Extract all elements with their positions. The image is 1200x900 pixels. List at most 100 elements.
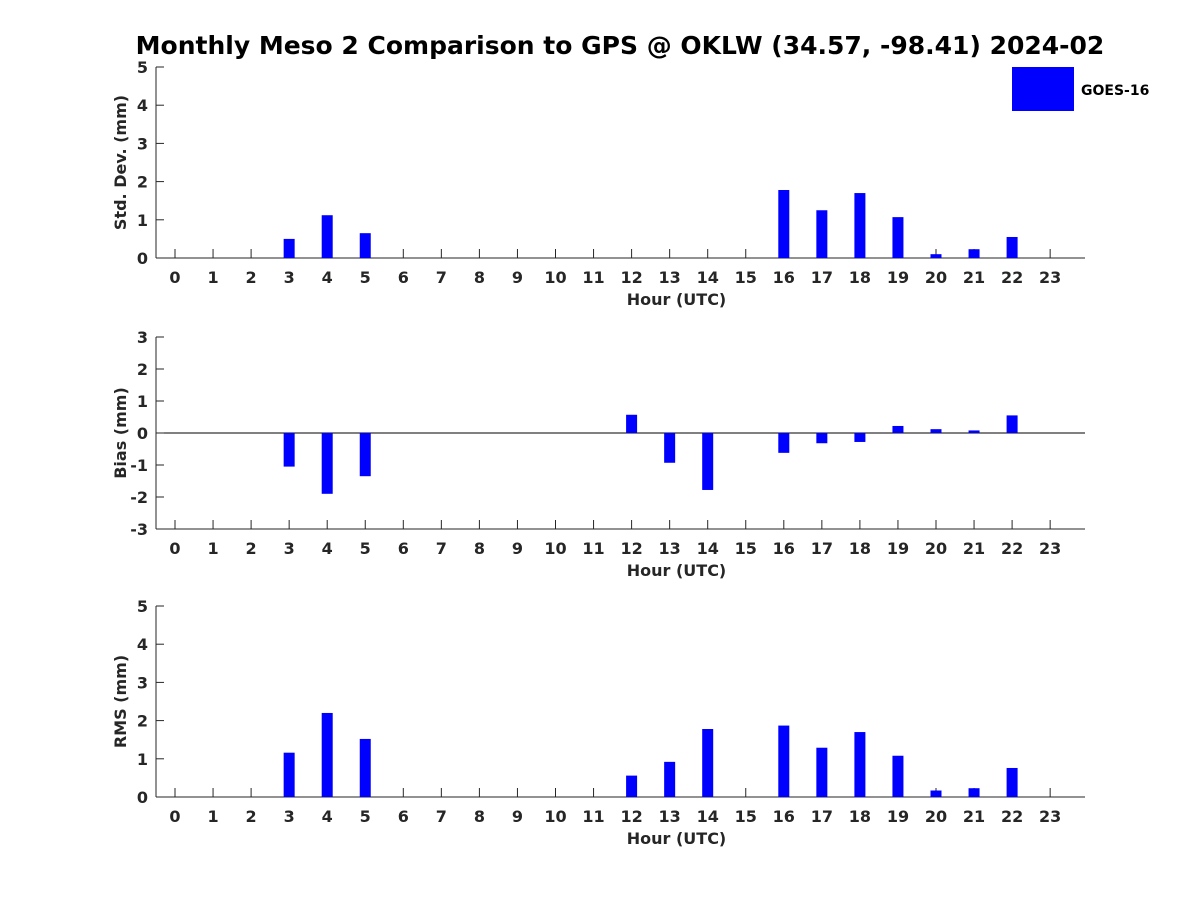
bar-stddev-hour-20 <box>930 254 942 258</box>
x-tick-label: 4 <box>322 539 333 558</box>
legend: GOES-16 <box>1012 67 1149 111</box>
y-tick-label: 3 <box>137 673 148 692</box>
x-tick-label: 15 <box>735 807 757 826</box>
x-tick-label: 10 <box>544 268 566 287</box>
x-tick-label: 14 <box>697 807 719 826</box>
bar-rms-hour-13 <box>664 761 676 797</box>
bar-stddev-hour-18 <box>854 193 866 258</box>
bar-rms-hour-22 <box>1006 767 1018 797</box>
x-tick-label: 17 <box>811 539 833 558</box>
x-tick-label: 21 <box>963 539 985 558</box>
x-tick-label: 3 <box>284 539 295 558</box>
x-tick-label: 2 <box>246 539 257 558</box>
bar-stddev-hour-4 <box>321 215 333 258</box>
x-tick-label: 21 <box>963 268 985 287</box>
x-tick-label: 12 <box>620 807 642 826</box>
y-tick-label: 4 <box>137 635 148 654</box>
bar-rms-hour-3 <box>283 752 295 797</box>
x-tick-label: 1 <box>207 807 218 826</box>
bar-bias-hour-22 <box>1006 415 1018 433</box>
bar-rms-hour-17 <box>816 747 828 797</box>
x-tick-label: 8 <box>474 268 485 287</box>
x-axis-label: Hour (UTC) <box>627 829 727 848</box>
bar-rms-hour-14 <box>702 729 714 797</box>
x-tick-label: 17 <box>811 807 833 826</box>
x-tick-label: 22 <box>1001 807 1023 826</box>
y-tick-label: 4 <box>137 96 148 115</box>
x-tick-label: 1 <box>207 268 218 287</box>
x-tick-label: 16 <box>773 807 795 826</box>
x-tick-label: 7 <box>436 807 447 826</box>
x-tick-label: 12 <box>620 539 642 558</box>
chart-title: Monthly Meso 2 Comparison to GPS @ OKLW … <box>136 31 1105 60</box>
y-axis-label: Bias (mm) <box>111 387 130 479</box>
x-tick-label: 6 <box>398 268 409 287</box>
x-tick-label: 22 <box>1001 539 1023 558</box>
x-tick-label: 12 <box>620 268 642 287</box>
x-tick-label: 3 <box>284 807 295 826</box>
bar-stddev-hour-22 <box>1006 236 1018 258</box>
x-tick-label: 2 <box>246 807 257 826</box>
y-axis-label: Std. Dev. (mm) <box>111 95 130 230</box>
x-tick-label: 18 <box>849 268 871 287</box>
bar-rms-hour-20 <box>930 790 942 797</box>
x-tick-label: 15 <box>735 268 757 287</box>
bar-bias-hour-19 <box>892 425 904 433</box>
x-tick-label: 6 <box>398 807 409 826</box>
x-tick-label: 19 <box>887 539 909 558</box>
x-tick-label: 1 <box>207 539 218 558</box>
x-tick-label: 20 <box>925 268 947 287</box>
x-tick-label: 10 <box>544 539 566 558</box>
bar-rms-hour-12 <box>626 775 638 797</box>
bar-stddev-hour-16 <box>778 190 790 258</box>
x-tick-label: 3 <box>284 268 295 287</box>
bar-bias-hour-16 <box>778 433 790 453</box>
bar-stddev-hour-5 <box>359 233 371 258</box>
y-tick-label: 1 <box>137 750 148 769</box>
x-tick-label: 16 <box>773 268 795 287</box>
bar-stddev-hour-17 <box>816 210 828 258</box>
bar-rms-hour-5 <box>359 738 371 797</box>
x-tick-label: 11 <box>582 539 604 558</box>
x-tick-label: 19 <box>887 807 909 826</box>
x-tick-label: 4 <box>322 268 333 287</box>
x-tick-label: 8 <box>474 539 485 558</box>
x-tick-label: 17 <box>811 268 833 287</box>
x-tick-label: 5 <box>360 539 371 558</box>
x-tick-label: 14 <box>697 268 719 287</box>
x-tick-label: 8 <box>474 807 485 826</box>
bar-bias-hour-12 <box>626 414 638 433</box>
bar-bias-hour-14 <box>702 433 714 490</box>
x-tick-label: 9 <box>512 268 523 287</box>
y-tick-label: 3 <box>137 134 148 153</box>
x-tick-label: 6 <box>398 539 409 558</box>
bar-rms-hour-16 <box>778 725 790 797</box>
x-tick-label: 13 <box>659 807 681 826</box>
y-tick-label: 1 <box>137 211 148 230</box>
x-tick-label: 2 <box>246 268 257 287</box>
y-tick-label: 0 <box>137 424 148 443</box>
bar-rms-hour-18 <box>854 732 866 797</box>
x-tick-label: 20 <box>925 807 947 826</box>
x-tick-label: 9 <box>512 539 523 558</box>
legend-label: GOES-16 <box>1081 83 1149 99</box>
x-tick-label: 13 <box>659 539 681 558</box>
y-tick-label: -1 <box>130 456 148 475</box>
x-tick-label: 18 <box>849 807 871 826</box>
y-tick-label: -3 <box>130 520 148 539</box>
x-tick-label: 10 <box>544 807 566 826</box>
x-tick-label: 19 <box>887 268 909 287</box>
y-tick-label: 2 <box>137 712 148 731</box>
x-tick-label: 18 <box>849 539 871 558</box>
y-tick-label: 2 <box>137 360 148 379</box>
bar-bias-hour-20 <box>930 429 942 433</box>
y-tick-label: -2 <box>130 488 148 507</box>
x-tick-label: 5 <box>360 268 371 287</box>
x-tick-label: 0 <box>169 268 180 287</box>
x-tick-label: 0 <box>169 807 180 826</box>
bar-rms-hour-19 <box>892 755 904 797</box>
x-tick-label: 4 <box>322 807 333 826</box>
